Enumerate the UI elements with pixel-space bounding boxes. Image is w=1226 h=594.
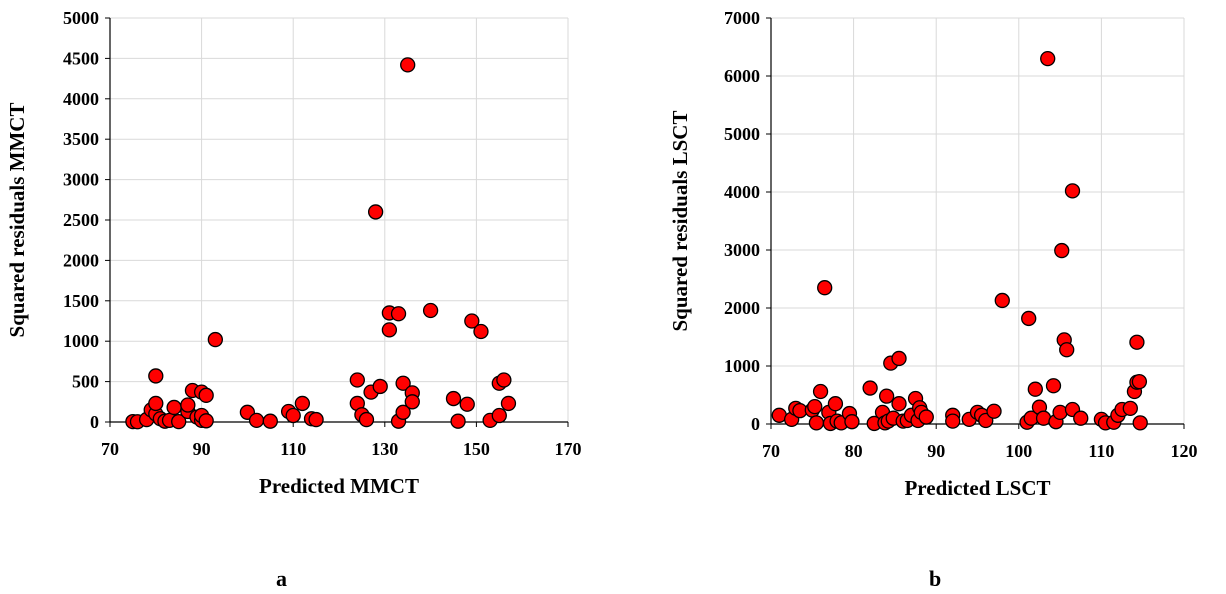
scatter-point <box>1132 415 1148 431</box>
scatter-point <box>166 399 182 416</box>
y-tick-label: 2500 <box>63 210 99 230</box>
y-tick-label: 0 <box>90 412 99 432</box>
x-tick-label: 90 <box>927 441 945 461</box>
scatter-point <box>198 413 214 429</box>
scatter-point <box>358 411 375 428</box>
scatter-point <box>1073 410 1089 426</box>
scatter-point <box>422 302 439 319</box>
scatter-point <box>473 323 489 340</box>
scatter-point <box>1027 381 1043 397</box>
scatter-point <box>207 331 223 348</box>
scatter-point <box>367 204 384 220</box>
scatter-point <box>294 395 311 412</box>
y-tick-label: 3000 <box>63 170 99 190</box>
scatter-point <box>445 390 462 407</box>
scatter-point <box>945 413 961 429</box>
scatter-point <box>308 411 324 428</box>
scatter-point <box>1059 342 1075 358</box>
scatter-point <box>808 415 825 431</box>
scatter-point <box>812 383 829 400</box>
scatter-point <box>171 413 187 430</box>
scatter-point <box>994 292 1010 309</box>
panel-label-a: a <box>276 566 287 591</box>
panel-label-b: b <box>929 566 942 591</box>
scatter-point <box>349 372 365 388</box>
scatter-point <box>404 394 420 410</box>
scatter-point <box>862 380 878 396</box>
scatter-point <box>817 280 833 296</box>
scatter-point <box>1021 310 1037 327</box>
y-tick-label: 4500 <box>63 48 99 68</box>
y-tick-label: 4000 <box>63 89 99 109</box>
y-tick-label: 3500 <box>63 129 99 149</box>
scatter-point <box>500 395 517 412</box>
scatter-point <box>1064 183 1081 199</box>
y-axis-title: Squared residuals LSCT <box>668 111 692 332</box>
y-tick-label: 500 <box>72 372 99 392</box>
x-axis-title: Predicted LSCT <box>904 476 1050 500</box>
scatter-point <box>285 407 301 424</box>
scatter-point <box>372 378 388 395</box>
y-tick-label: 1500 <box>63 291 99 311</box>
x-axis-title: Predicted MMCT <box>259 474 419 498</box>
scatter-point <box>891 350 907 367</box>
x-tick-label: 150 <box>463 439 490 459</box>
scatter-point <box>450 413 466 429</box>
scatter-point <box>1045 378 1062 394</box>
y-tick-label: 2000 <box>724 298 760 318</box>
y-tick-label: 1000 <box>724 356 760 376</box>
x-tick-label: 70 <box>101 439 119 459</box>
y-tick-label: 5000 <box>724 124 760 144</box>
scatter-point <box>1131 374 1148 390</box>
scatter-point <box>262 413 278 429</box>
scatter-point <box>148 395 164 412</box>
scatter-point <box>248 412 265 429</box>
y-tick-label: 5000 <box>63 8 99 28</box>
x-tick-label: 120 <box>1171 441 1198 461</box>
scatter-point <box>918 409 934 425</box>
scatter-point <box>844 414 860 430</box>
chart-a-squared-residuals-mmct: 70 90 110 130 150 170 0 500 1000 1500 2000 2500 3000… <box>5 8 582 498</box>
x-tick-label: 90 <box>193 439 211 459</box>
y-tick-label: 2000 <box>63 250 99 270</box>
scatter-point <box>400 57 416 73</box>
scatter-point <box>1054 242 1070 259</box>
scatter-point <box>986 403 1002 419</box>
scatter-point <box>390 306 407 322</box>
y-tick-label: 0 <box>751 414 760 434</box>
scatter-point <box>464 313 480 329</box>
scatter-point <box>198 387 214 403</box>
y-tick-label: 4000 <box>724 182 760 202</box>
x-tick-label: 80 <box>845 441 863 461</box>
scatter-point <box>459 396 475 412</box>
scatter-point <box>395 404 411 420</box>
y-tick-label: 6000 <box>724 66 760 86</box>
x-tick-label: 100 <box>1005 441 1032 461</box>
scatter-point <box>148 368 164 384</box>
scatter-point <box>807 398 823 415</box>
y-tick-label: 1000 <box>63 331 99 351</box>
scatter-point <box>1040 50 1056 67</box>
x-tick-label: 170 <box>555 439 582 459</box>
y-tick-label: 3000 <box>724 240 760 260</box>
y-tick-label: 7000 <box>724 8 760 28</box>
scatter-point <box>180 397 196 413</box>
scatter-point <box>381 322 398 338</box>
scatter-point <box>891 396 907 412</box>
scatter-point <box>1129 334 1145 350</box>
scatter-point <box>1052 404 1068 421</box>
x-tick-label: 110 <box>1088 441 1114 461</box>
scatter-point <box>1122 400 1138 416</box>
scatter-point <box>491 407 507 424</box>
x-tick-label: 70 <box>762 441 780 461</box>
scatter-point <box>496 372 512 388</box>
scatter-point <box>878 388 895 404</box>
x-tick-label: 130 <box>371 439 398 459</box>
y-axis-title: Squared residuals MMCT <box>5 103 29 338</box>
x-tick-label: 110 <box>280 439 306 459</box>
scatter-point <box>827 396 844 412</box>
chart-b-squared-residuals-lsct: 70 80 90 100 110 120 0 1000 2000 3000 4000 5000 6000… <box>668 8 1198 500</box>
scatter-point <box>395 375 411 391</box>
